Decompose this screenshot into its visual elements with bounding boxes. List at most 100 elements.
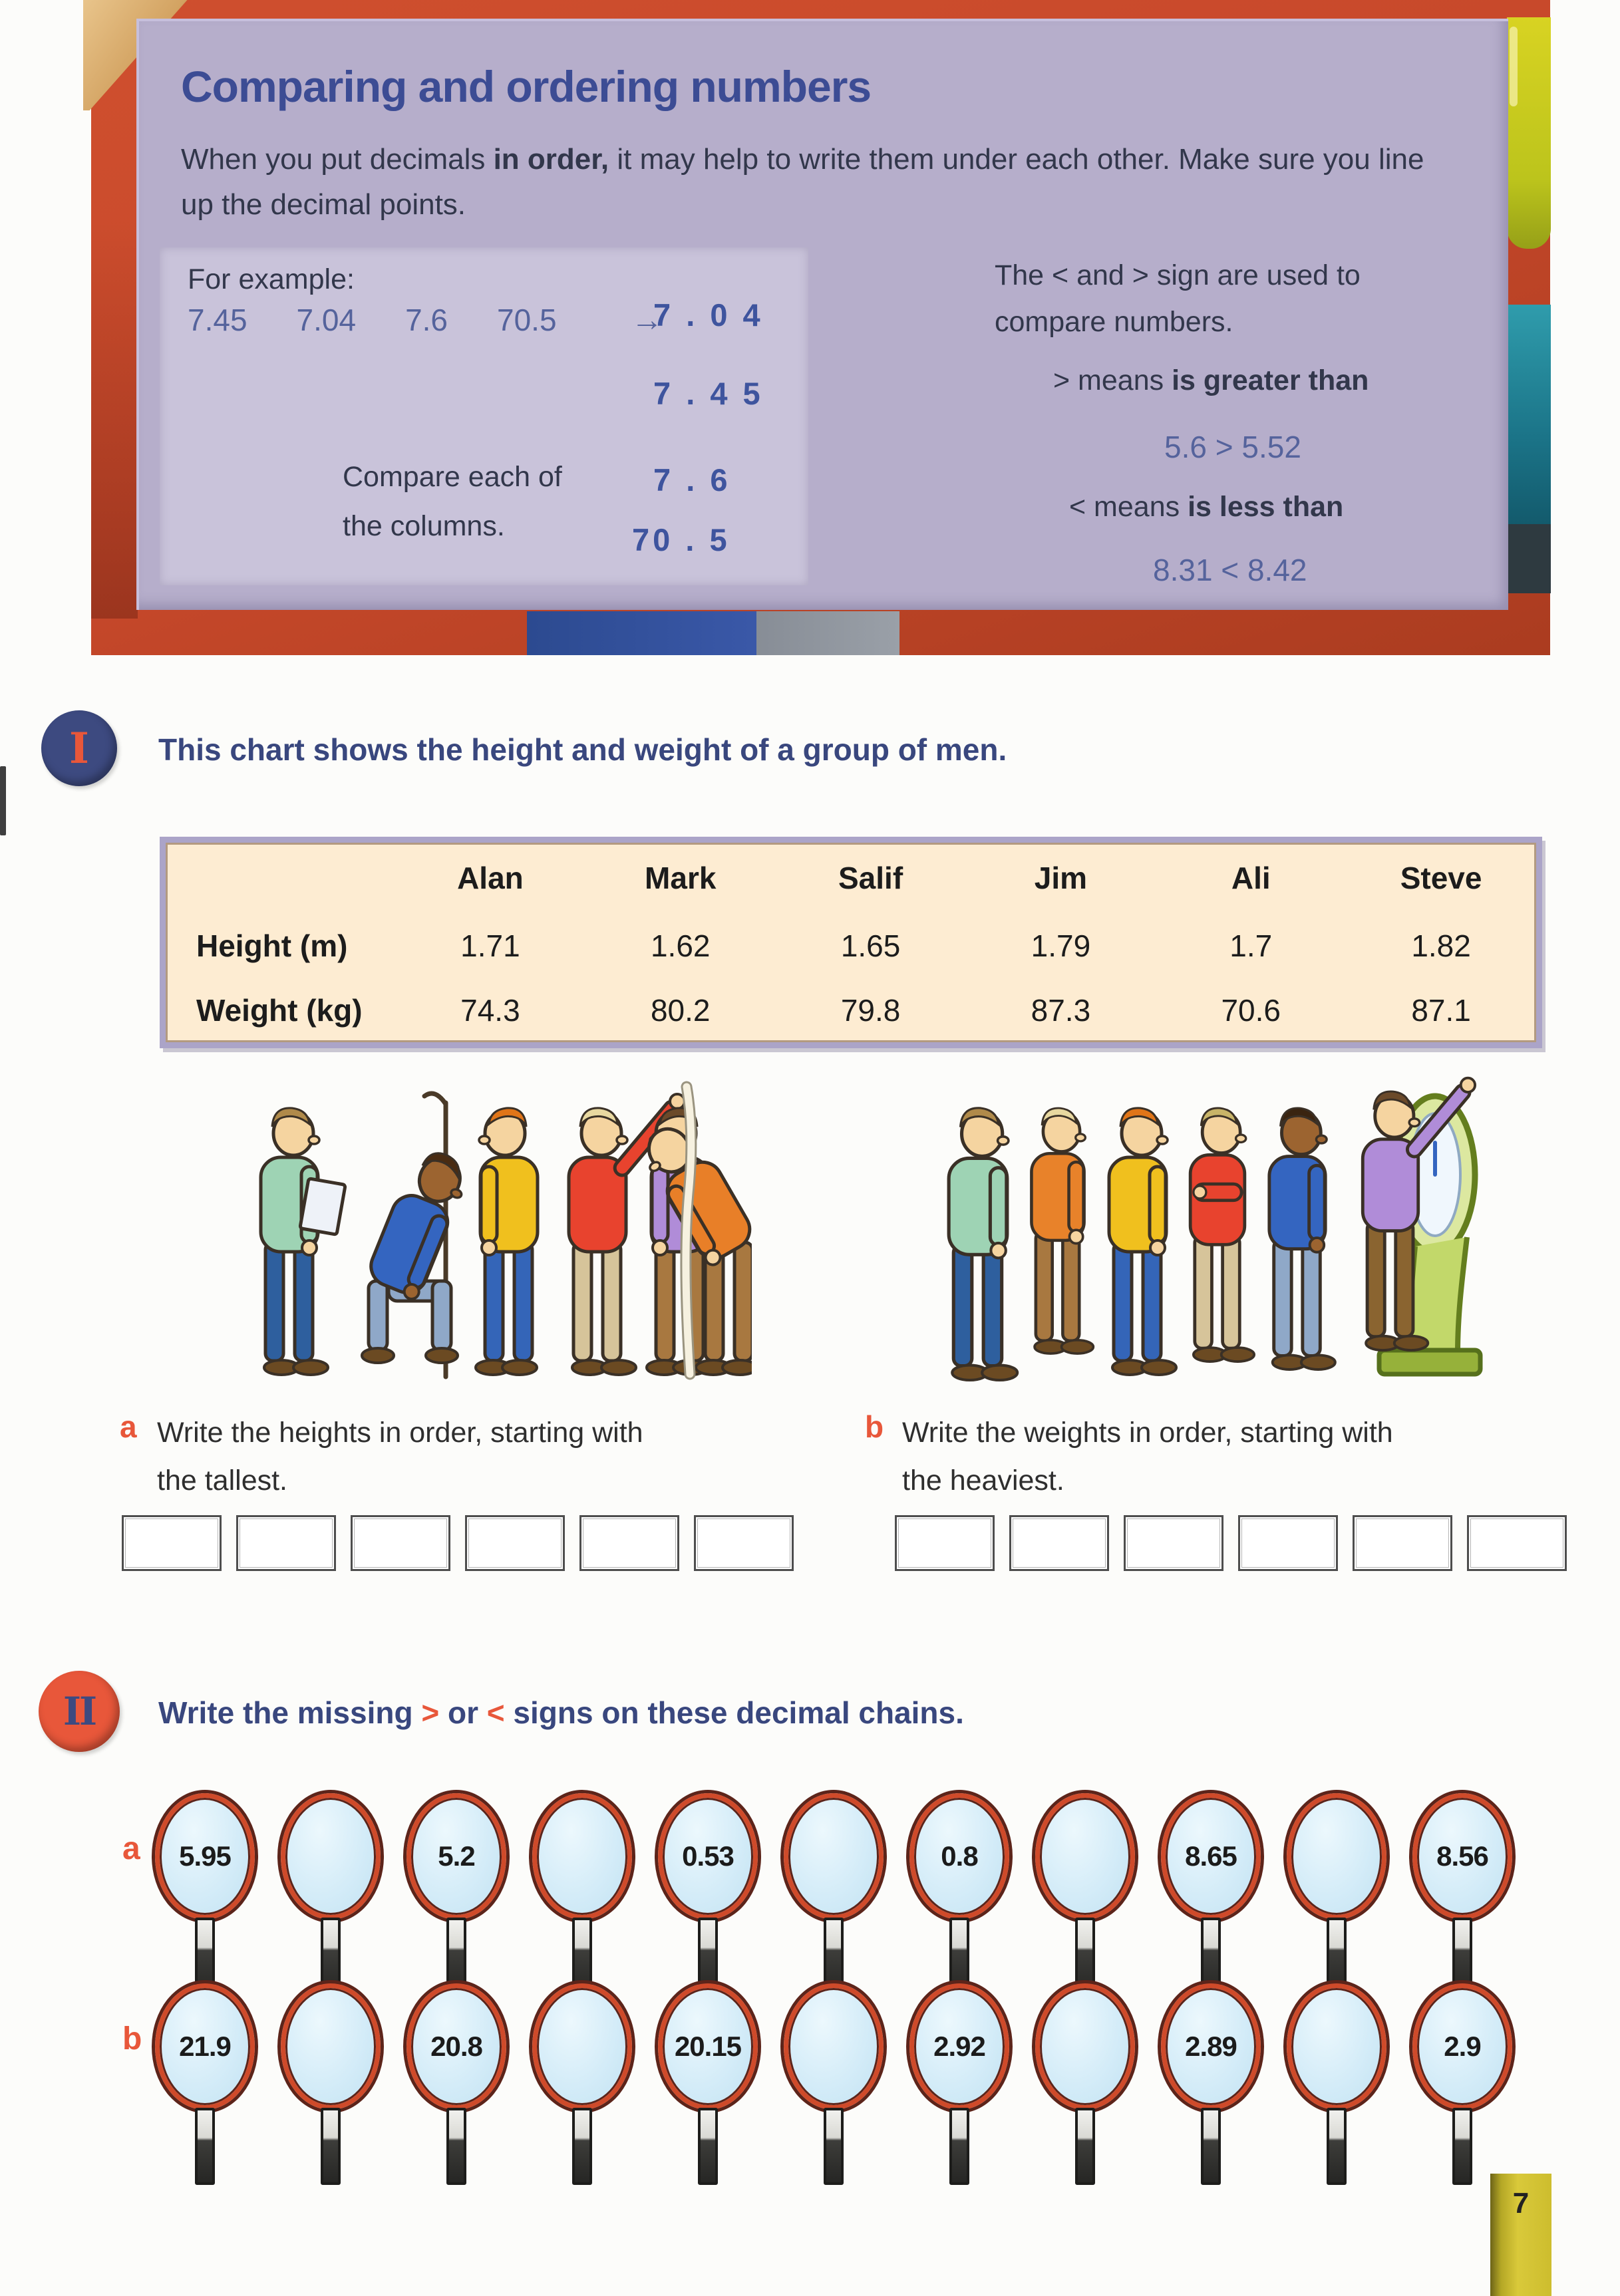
magnifier-empty-slot[interactable] [1287, 1793, 1386, 1920]
example-caption-line2: the columns. [343, 510, 505, 542]
cartoon-man [361, 1152, 463, 1364]
magnifying-glass-icon: 0.8 [909, 1793, 1009, 1995]
scan-artifact [0, 766, 6, 835]
stacked-number: 7 . 0 4 [653, 297, 764, 333]
example-number: 7.45 [188, 303, 247, 337]
table-value-cell: 1.71 [460, 928, 520, 963]
magnifier-number: 2.9 [1444, 2031, 1481, 2062]
table-name-header: Mark [645, 861, 717, 895]
magnifier-empty-slot[interactable] [281, 1983, 381, 2110]
magnifier-number: 20.15 [674, 2031, 742, 2062]
question-a-text: Write the heights in order, starting wit… [157, 1409, 838, 1505]
magnifier-number: 20.8 [430, 2031, 483, 2062]
magnifier-handle [1327, 2108, 1347, 2185]
table-value-cell: 87.3 [1031, 992, 1091, 1028]
answer-box[interactable] [1467, 1515, 1567, 1571]
magnifier-empty-slot[interactable] [1035, 1793, 1135, 1920]
magnifier-empty-slot[interactable] [1287, 1983, 1386, 2110]
magnifier-value-lens: 8.65 [1161, 1793, 1261, 1920]
answer-box[interactable] [465, 1515, 565, 1571]
stacked-number: 7 . 4 5 [653, 376, 764, 411]
less-means-prefix: < means [1069, 491, 1188, 523]
table-name-header: Ali [1231, 861, 1271, 895]
magnifier-value-lens: 2.92 [909, 1983, 1009, 2110]
magnifier-value-lens: 20.8 [406, 1983, 506, 2110]
answer-box[interactable] [1353, 1515, 1452, 1571]
magnifier-empty-slot[interactable] [532, 1793, 632, 1920]
answer-box[interactable] [1009, 1515, 1109, 1571]
magnifying-glass-icon [281, 1983, 381, 2185]
magnifying-glass-icon: 20.15 [658, 1983, 758, 2185]
example-caption-line1: Compare each of [343, 461, 562, 493]
answer-box[interactable] [895, 1515, 995, 1571]
scale-platform [1377, 1348, 1483, 1377]
magnifier-empty-slot[interactable] [1035, 1983, 1135, 2110]
magnifier-empty-slot[interactable] [784, 1983, 884, 2110]
section-one-marker: I [41, 710, 117, 786]
cartoon-man [1030, 1107, 1095, 1355]
question-b: b Write the weights in order, starting w… [865, 1409, 1583, 1505]
greater-than-example: 5.6 > 5.52 [1164, 430, 1301, 464]
magnifying-glass-icon [1035, 1983, 1135, 2185]
magnifying-glass-icon: 0.53 [658, 1793, 758, 1995]
answer-box[interactable] [122, 1515, 222, 1571]
magnifier-handle [1201, 1918, 1221, 1995]
cartoon-man [567, 1093, 686, 1376]
table-value-cell: 80.2 [650, 992, 711, 1028]
magnifying-glass-icon: 2.9 [1412, 1983, 1512, 2185]
table-value-cell: 1.65 [840, 928, 901, 963]
answer-box[interactable] [579, 1515, 679, 1571]
magnifier-number: 0.53 [682, 1840, 734, 1872]
stacked-number: 70 . 5 [632, 522, 730, 557]
arrow-icon: → [631, 303, 663, 338]
lesson-intro-paragraph: When you put decimals in order, it may h… [181, 137, 1432, 227]
magnifying-glass-icon: 5.95 [155, 1793, 255, 1995]
section-two-heading-text: Write the missing > or < signs on these … [158, 1695, 964, 1730]
heading-segment: signs on these decimal chains. [504, 1695, 964, 1730]
magnifier-empty-slot[interactable] [281, 1793, 381, 1920]
question-a-line1: Write the heights in order, starting wit… [157, 1417, 643, 1449]
example-number: 7.04 [296, 303, 357, 337]
magnifier-handle [1452, 2108, 1472, 2185]
magnifying-glass-icon [532, 1983, 632, 2185]
magnifier-empty-slot[interactable] [784, 1793, 884, 1920]
magnifying-glass-icon [784, 1983, 884, 2185]
question-a-line2: the tallest. [157, 1465, 287, 1497]
cartoon-man [1107, 1107, 1178, 1376]
magnifying-glass-icon: 8.65 [1161, 1793, 1261, 1995]
magnifier-handle [1327, 1918, 1347, 1995]
heading-segment: > [421, 1695, 440, 1730]
magnifier-handle [572, 2108, 592, 2185]
measuring-heights-illustration [259, 1081, 752, 1380]
magnifier-value-lens: 5.2 [406, 1793, 506, 1920]
magnifier-value-lens: 2.89 [1161, 1983, 1261, 2110]
magnifying-glass-icon [784, 1793, 884, 1995]
answer-box[interactable] [351, 1515, 450, 1571]
question-a: a Write the heights in order, starting w… [120, 1409, 838, 1505]
answer-box[interactable] [236, 1515, 336, 1571]
table-name-header: Alan [457, 861, 524, 895]
magnifier-handle [321, 1918, 341, 1995]
cartoon-man [1188, 1107, 1256, 1363]
chain-b-label: b [122, 2021, 142, 2057]
section-two-marker: II [39, 1671, 120, 1752]
magnifying-glass-icon: 2.89 [1161, 1983, 1261, 2185]
question-b-line1: Write the weights in order, starting wit… [902, 1417, 1393, 1449]
answer-box[interactable] [694, 1515, 794, 1571]
magnifier-value-lens: 5.95 [155, 1793, 255, 1920]
less-than-example: 8.31 < 8.42 [1153, 553, 1307, 587]
magnifying-glass-icon [1287, 1793, 1386, 1995]
answer-box[interactable] [1124, 1515, 1223, 1571]
table-value-cell: 79.8 [840, 992, 901, 1028]
answer-box[interactable] [1238, 1515, 1338, 1571]
signs-intro-line2: compare numbers. [995, 306, 1233, 338]
greater-means-prefix: > means [1053, 364, 1172, 396]
answer-boxes-a [122, 1515, 794, 1571]
magnifying-glass-icon [532, 1793, 632, 1995]
magnifier-empty-slot[interactable] [532, 1983, 632, 2110]
table-value-cell: 1.82 [1411, 928, 1471, 963]
cartoon-man [647, 1127, 752, 1376]
intro-text-segment: When you put decimals [181, 143, 494, 176]
height-weight-table: Alan Mark Salif Jim Ali Steve Height (m) 1.71 1.… [160, 837, 1542, 1048]
section-one-heading: This chart shows the height and weight o… [158, 732, 1007, 767]
